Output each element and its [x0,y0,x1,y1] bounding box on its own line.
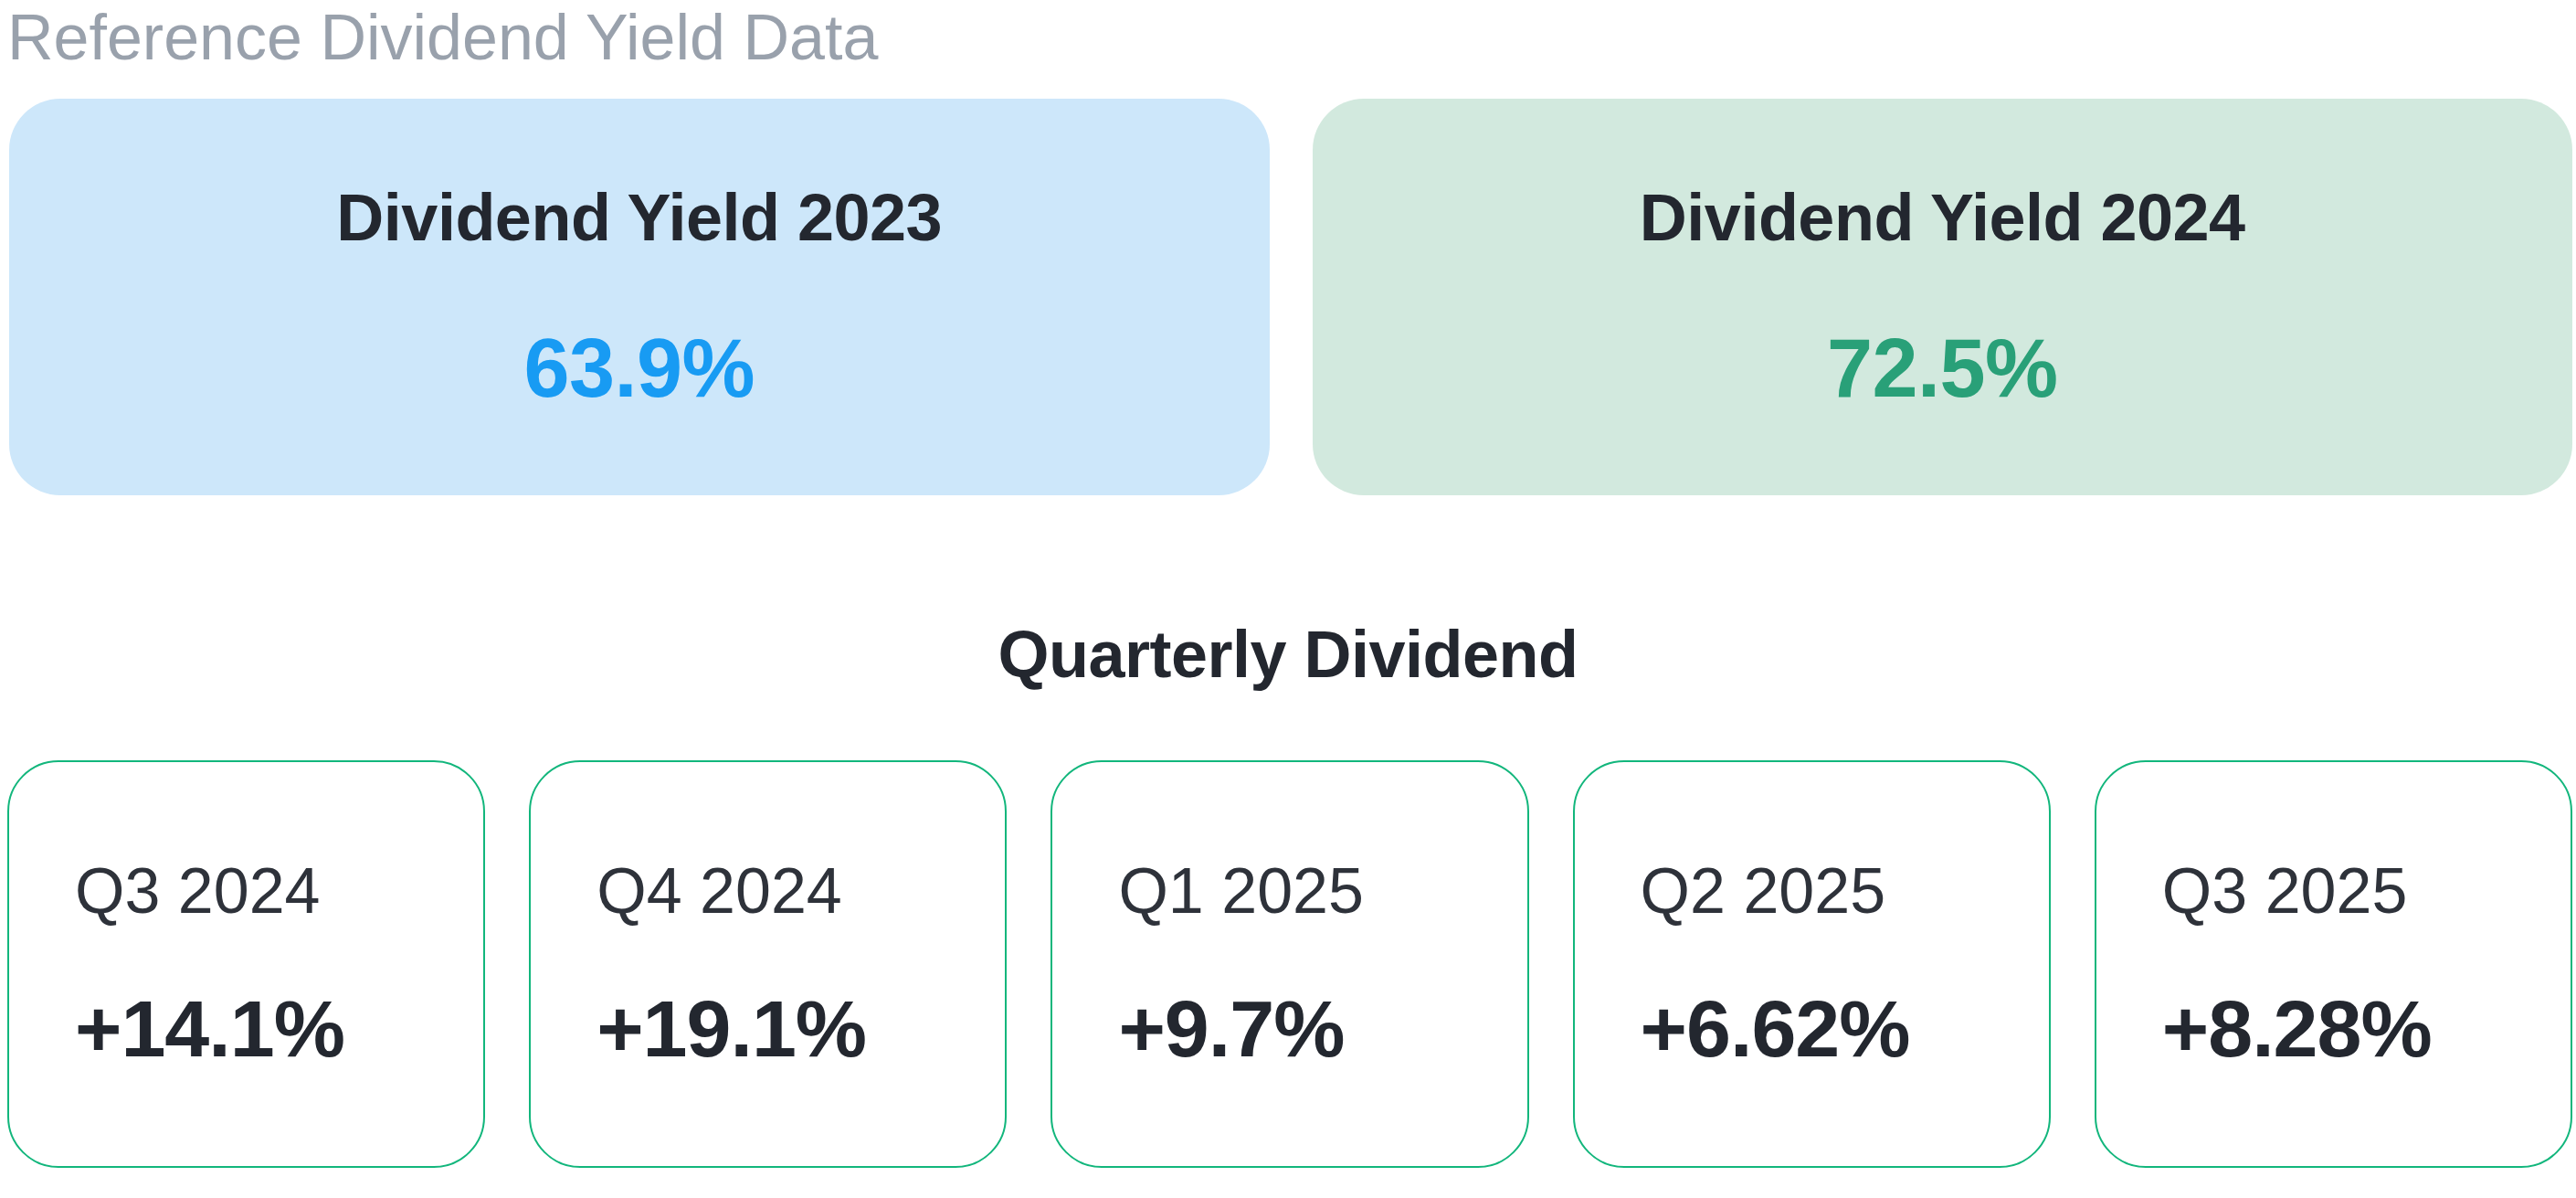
dividend-reference-panel: Reference Dividend Yield Data Dividend Y… [0,2,2576,1198]
quarterly-dividend-heading: Quarterly Dividend [0,621,2576,687]
yield-cards-row: Dividend Yield 2023 63.9% Dividend Yield… [0,99,2576,495]
quarter-label: Q1 2025 [1118,859,1508,923]
quarter-card-q3-2024: Q3 2024 +14.1% [7,760,485,1168]
dividend-yield-2024-value: 72.5% [1827,327,2058,409]
quarter-label: Q4 2024 [596,859,987,923]
dividend-yield-2023-card: Dividend Yield 2023 63.9% [9,99,1270,495]
quarter-change-value: +6.62% [1641,989,2031,1069]
quarter-change-value: +9.7% [1118,989,1508,1069]
quarter-change-value: +8.28% [2162,989,2552,1069]
quarter-label: Q3 2024 [75,859,465,923]
dividend-yield-2023-title: Dividend Yield 2023 [336,185,942,250]
dividend-yield-2024-card: Dividend Yield 2024 72.5% [1313,99,2573,495]
quarter-card-q1-2025: Q1 2025 +9.7% [1050,760,1528,1168]
quarter-card-q2-2025: Q2 2025 +6.62% [1573,760,2051,1168]
quarter-change-value: +19.1% [596,989,987,1069]
quarter-change-value: +14.1% [75,989,465,1069]
quarterly-cards-row: Q3 2024 +14.1% Q4 2024 +19.1% Q1 2025 +9… [0,760,2576,1168]
dividend-yield-2024-title: Dividend Yield 2024 [1640,185,2245,250]
dividend-yield-2023-value: 63.9% [523,327,755,409]
quarter-label: Q3 2025 [2162,859,2552,923]
quarter-label: Q2 2025 [1641,859,2031,923]
page-title: Reference Dividend Yield Data [7,2,2576,73]
quarter-card-q3-2025: Q3 2025 +8.28% [2095,760,2572,1168]
quarter-card-q4-2024: Q4 2024 +19.1% [529,760,1007,1168]
